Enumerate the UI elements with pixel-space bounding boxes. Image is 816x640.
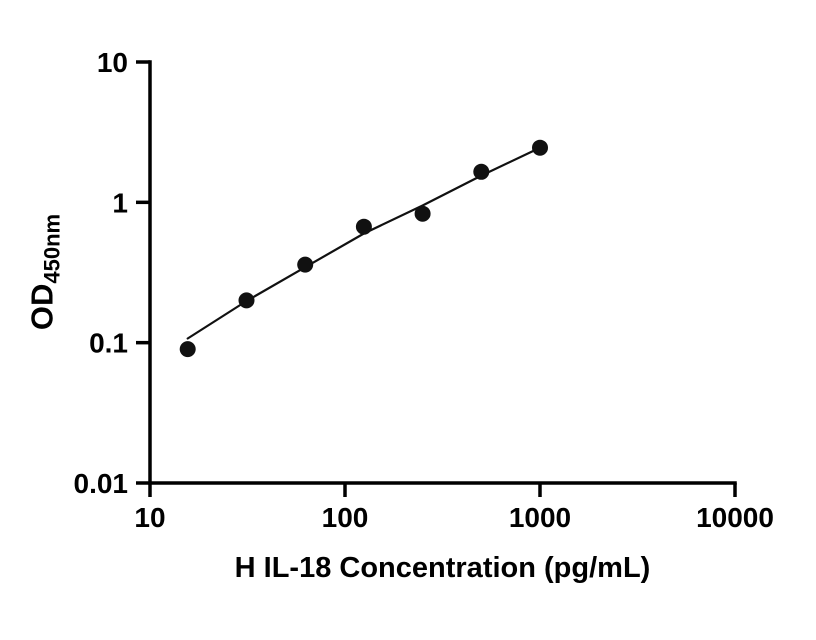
data-point — [473, 163, 490, 180]
data-point — [238, 292, 255, 309]
y-axis-title: OD450nm — [24, 214, 65, 330]
y-axis-title-main: OD — [24, 283, 60, 331]
axis-lines — [148, 60, 737, 485]
data-point — [297, 256, 314, 273]
data-point — [414, 205, 431, 222]
x-tick-label: 10 — [134, 502, 165, 533]
y-axis-title-subscript: 450nm — [39, 213, 65, 284]
x-axis-title: H IL-18 Concentration (pg/mL) — [234, 552, 651, 584]
x-tick-label: 1000 — [509, 502, 571, 533]
y-tick-label: 10 — [97, 47, 128, 78]
y-tick-label: 0.1 — [89, 328, 128, 359]
data-point — [532, 139, 548, 156]
x-tick-label: 100 — [322, 502, 369, 533]
x-tick-label: 10000 — [696, 502, 774, 533]
data-point — [179, 341, 196, 358]
data-point — [355, 218, 372, 235]
y-tick-label: 1 — [112, 187, 128, 218]
y-tick-label: 0.01 — [74, 468, 129, 499]
